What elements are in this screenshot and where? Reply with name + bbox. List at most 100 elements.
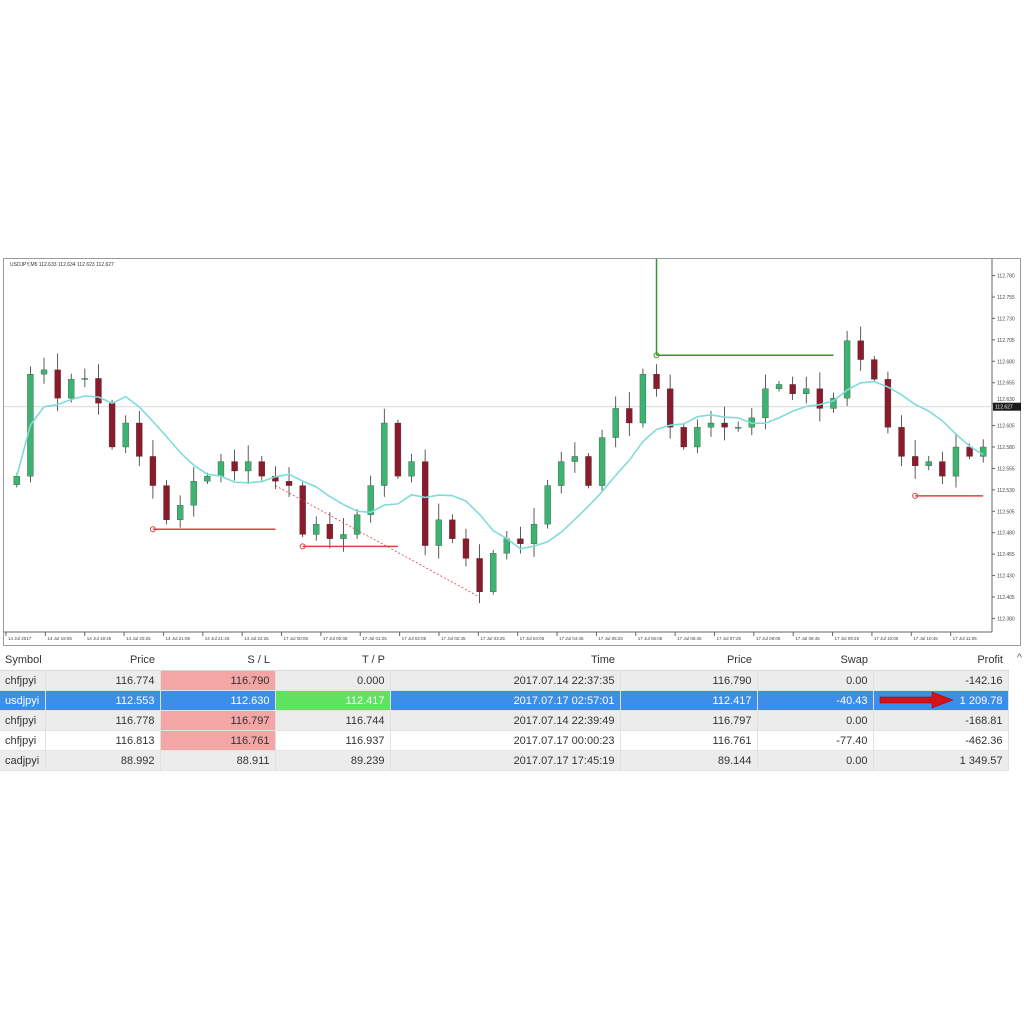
cell-time: 2017.07.17 00:00:23 [390, 730, 621, 751]
candle-body [857, 340, 864, 360]
col-time[interactable]: Time [390, 650, 620, 671]
x-tick-label: 17 Jul 11:05 [953, 636, 978, 641]
table-row[interactable]: chfjpyi 116.778 116.797 116.744 2017.07.14 2… [0, 710, 1009, 731]
scroll-up-button[interactable]: ^ [1016, 652, 1022, 664]
candle-body [245, 461, 252, 472]
candlestick-chart[interactable]: 112.780 112.755 112.730 112.705 112.680 112.6… [4, 259, 1022, 647]
x-tick-label: 17 Jul 03:25 [480, 636, 505, 641]
candle-body [313, 523, 320, 535]
cell-symbol: usdjpyi [0, 690, 46, 711]
candle-body [476, 558, 483, 593]
x-tick-label: 17 Jul 06:45 [677, 636, 702, 641]
y-tick-label: 112.380 [997, 616, 1015, 622]
col-price-current[interactable]: Price [620, 650, 757, 671]
candle-body [176, 505, 184, 521]
y-tick-label: 112.705 [997, 338, 1015, 344]
candle-body [721, 422, 728, 428]
candle-body [707, 422, 715, 428]
candle-body [367, 485, 374, 515]
cell-profit: -168.81 [873, 710, 1009, 731]
cell-swap: 0.00 [757, 750, 874, 771]
candle-body [13, 475, 20, 485]
col-price[interactable]: Price [45, 650, 160, 671]
cell-sl: 116.797 [160, 710, 276, 731]
candle-body [517, 538, 524, 545]
x-tick-label: 17 Jul 00:05 [284, 636, 309, 641]
candle-body [490, 553, 497, 593]
y-tick-label: 112.480 [997, 531, 1015, 537]
x-tick-label: 17 Jul 08:45 [795, 636, 820, 641]
candle-body [871, 359, 878, 380]
candle-body [598, 437, 606, 486]
candle-body [149, 456, 157, 486]
y-tick-label: 112.730 [997, 316, 1015, 322]
trade-connector-line [275, 485, 480, 598]
candle-body [449, 519, 456, 539]
cell-price2: 116.797 [620, 710, 758, 731]
orders-table: Symbol Price S / L T / P Time Price Swap… [0, 650, 1009, 771]
candle-body [95, 378, 102, 404]
cell-swap: 0.00 [757, 670, 874, 691]
x-tick-label: 17 Jul 01:25 [362, 636, 387, 641]
table-row[interactable]: chfjpyi 116.813 116.761 116.937 2017.07.17 0… [0, 730, 1009, 751]
candle-body [217, 461, 225, 477]
col-sl[interactable]: S / L [160, 650, 275, 671]
candle-body [775, 384, 783, 389]
candle-body [190, 481, 197, 506]
cell-time: 2017.07.17 02:57:01 [390, 690, 621, 711]
y-tick-label: 112.555 [997, 466, 1015, 472]
cell-symbol: chfjpyi [0, 710, 46, 731]
x-tick-label: 17 Jul 00:45 [323, 636, 348, 641]
cell-tp: 0.000 [275, 670, 391, 691]
cell-price2: 116.790 [620, 670, 758, 691]
col-profit[interactable]: Profit [873, 650, 1008, 671]
col-tp[interactable]: T / P [275, 650, 390, 671]
candle-body [340, 534, 347, 539]
candle-body [884, 379, 892, 428]
table-row[interactable]: cadjpyi 88.992 88.911 89.239 2017.07.17 17:4… [0, 750, 1009, 771]
cell-swap: -77.40 [757, 730, 874, 751]
cell-tp: 116.744 [275, 710, 391, 731]
candle-body [122, 422, 129, 448]
y-tick-label: 112.680 [997, 359, 1015, 365]
col-swap[interactable]: Swap [757, 650, 873, 671]
candle-body [285, 481, 293, 486]
cell-profit: -142.16 [873, 670, 1009, 691]
cell-sl: 88.911 [160, 750, 276, 771]
candle-body [421, 461, 429, 546]
cell-price: 116.813 [45, 730, 161, 751]
x-tick-label: 17 Jul 09:25 [835, 636, 860, 641]
candle-body [231, 461, 238, 472]
col-symbol[interactable]: Symbol [0, 650, 45, 671]
candle-body [163, 485, 170, 521]
x-tick-label: 17 Jul 07:25 [716, 636, 741, 641]
y-tick-label: 112.430 [997, 574, 1015, 580]
candle-body [911, 456, 919, 467]
table-row[interactable]: usdjpyi 112.553 112.630 112.417 2017.07.17 0… [0, 690, 1009, 711]
x-tick-label: 14 Jul 21:45 [205, 636, 230, 641]
y-tick-label: 112.580 [997, 445, 1015, 451]
cell-tp: 116.937 [275, 730, 391, 751]
current-price-box [993, 402, 1021, 411]
y-tick-label: 112.405 [997, 595, 1015, 601]
cell-tp: 112.417 [275, 690, 391, 711]
candle-body [639, 373, 647, 424]
red-arrow-icon [879, 691, 954, 709]
x-tick-label: 14 Jul 22:25 [244, 636, 269, 641]
candle-body [435, 519, 442, 546]
cell-tp: 89.239 [275, 750, 391, 771]
cell-price: 112.553 [45, 690, 161, 711]
table-row[interactable]: chfjpyi 116.774 116.790 0.000 2017.07.14 22:… [0, 670, 1009, 691]
candle-body [830, 397, 837, 409]
candle-body [394, 422, 402, 477]
candle-body [299, 485, 306, 535]
candle-body [626, 408, 633, 424]
y-tick-label: 112.755 [997, 295, 1015, 301]
price-chart[interactable]: 112.780 112.755 112.730 112.705 112.680 112.6… [3, 258, 1021, 646]
cell-price2: 112.417 [620, 690, 758, 711]
cell-price: 88.992 [45, 750, 161, 771]
cell-symbol: chfjpyi [0, 670, 46, 691]
cell-time: 2017.07.14 22:37:35 [390, 670, 621, 691]
cell-swap: 0.00 [757, 710, 874, 731]
x-tick-label: 17 Jul 08:05 [756, 636, 781, 641]
